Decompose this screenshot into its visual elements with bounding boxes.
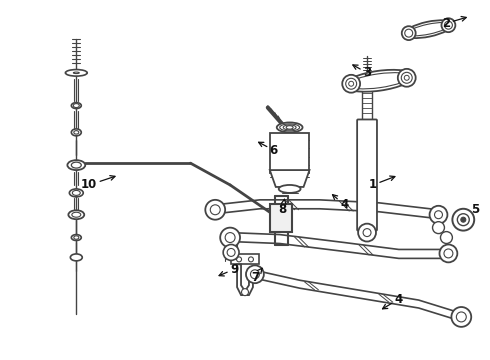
Text: 10: 10 bbox=[81, 176, 115, 192]
Polygon shape bbox=[270, 170, 310, 187]
Ellipse shape bbox=[277, 122, 302, 132]
Polygon shape bbox=[237, 264, 253, 295]
Ellipse shape bbox=[72, 129, 81, 136]
Ellipse shape bbox=[68, 160, 85, 170]
Text: 4: 4 bbox=[333, 195, 348, 211]
Circle shape bbox=[205, 200, 225, 220]
Ellipse shape bbox=[342, 75, 360, 93]
Ellipse shape bbox=[441, 18, 455, 32]
Polygon shape bbox=[270, 204, 292, 231]
Circle shape bbox=[358, 224, 376, 242]
Ellipse shape bbox=[70, 189, 83, 197]
Text: 8: 8 bbox=[279, 199, 287, 216]
Polygon shape bbox=[270, 133, 310, 173]
Ellipse shape bbox=[72, 103, 81, 109]
Circle shape bbox=[452, 209, 474, 231]
Text: 2: 2 bbox=[442, 17, 466, 30]
Text: 1: 1 bbox=[369, 176, 395, 192]
Text: 7: 7 bbox=[251, 268, 262, 284]
Ellipse shape bbox=[279, 185, 300, 193]
Circle shape bbox=[451, 307, 471, 327]
Circle shape bbox=[430, 206, 447, 224]
Circle shape bbox=[242, 289, 248, 296]
Ellipse shape bbox=[72, 235, 81, 240]
Circle shape bbox=[433, 222, 444, 234]
FancyBboxPatch shape bbox=[357, 120, 377, 231]
Text: 5: 5 bbox=[471, 203, 480, 216]
Ellipse shape bbox=[398, 69, 416, 87]
Ellipse shape bbox=[69, 210, 84, 219]
Circle shape bbox=[440, 244, 457, 262]
Text: 3: 3 bbox=[353, 65, 371, 79]
Circle shape bbox=[441, 231, 452, 243]
Bar bbox=[231, 255, 259, 264]
Ellipse shape bbox=[402, 26, 416, 40]
Ellipse shape bbox=[404, 20, 453, 38]
Circle shape bbox=[223, 244, 239, 260]
Text: 9: 9 bbox=[219, 263, 238, 276]
Circle shape bbox=[246, 265, 264, 283]
Ellipse shape bbox=[344, 70, 414, 92]
Ellipse shape bbox=[65, 69, 87, 76]
Ellipse shape bbox=[71, 254, 82, 261]
Circle shape bbox=[220, 228, 240, 247]
Circle shape bbox=[461, 217, 466, 222]
Text: 4: 4 bbox=[383, 293, 403, 309]
Text: 6: 6 bbox=[259, 142, 278, 157]
